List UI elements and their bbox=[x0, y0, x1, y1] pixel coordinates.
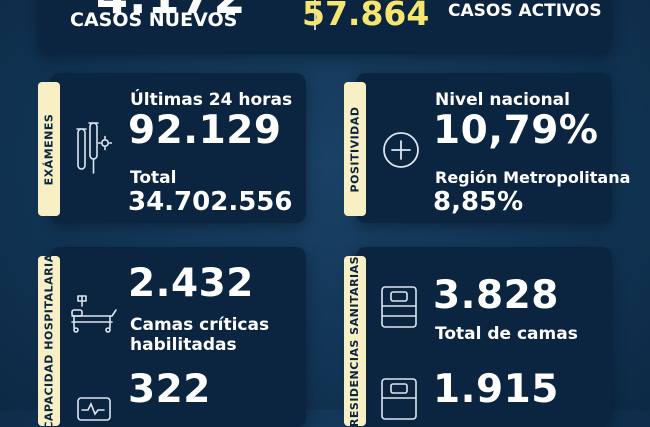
examenes-card bbox=[50, 73, 306, 223]
monitor-icon bbox=[77, 397, 111, 421]
residencias-tab-label: RESIDENCIAS SANITARIAS bbox=[348, 256, 362, 426]
examenes-tab-label: EXÁMENES bbox=[42, 113, 56, 185]
positividad-national-label: Nivel nacional bbox=[435, 90, 570, 110]
residencias-total-label: Total de camas bbox=[435, 324, 578, 344]
residencias-card bbox=[356, 247, 612, 427]
examenes-total-value: 34.702.556 bbox=[128, 187, 293, 217]
examenes-last24-value: 92.129 bbox=[128, 108, 282, 153]
test-tube-icon bbox=[76, 122, 112, 174]
hospitalaria-card bbox=[50, 247, 306, 427]
summary-divider bbox=[314, 0, 316, 30]
examenes-last24-label: Últimas 24 horas bbox=[130, 90, 293, 110]
summary-card: 4.172 CASOS NUEVOS 57.864 CASOS ACTIVOS bbox=[38, 0, 612, 54]
positividad-tab-label: POSITIVIDAD bbox=[348, 106, 362, 192]
hospital-bed-icon bbox=[71, 295, 117, 333]
bed-icon-2 bbox=[381, 378, 417, 420]
active-cases-value: 57.864 bbox=[302, 0, 430, 33]
hospitalaria-beds-label-2: habilitadas bbox=[130, 335, 237, 355]
plus-circle-icon bbox=[383, 132, 419, 168]
examenes-tab: EXÁMENES bbox=[38, 82, 60, 216]
positividad-region-value: 8,85% bbox=[433, 187, 524, 217]
bed-icon bbox=[381, 286, 417, 328]
positividad-national-value: 10,79% bbox=[433, 108, 599, 153]
new-cases-value: 4.172 bbox=[96, 0, 247, 24]
active-cases-label: CASOS ACTIVOS bbox=[448, 1, 602, 21]
residencias-tab: RESIDENCIAS SANITARIAS bbox=[344, 256, 366, 426]
positividad-card bbox=[356, 73, 612, 223]
examenes-total-label: Total bbox=[130, 168, 177, 188]
new-cases-label: CASOS NUEVOS bbox=[70, 9, 238, 31]
hospitalaria-beds-value: 2.432 bbox=[128, 261, 254, 306]
positividad-tab: POSITIVIDAD bbox=[344, 82, 366, 216]
hospitalaria-tab-label: CAPACIDAD HOSPITALARIA bbox=[42, 256, 56, 426]
residencias-total-value: 3.828 bbox=[433, 273, 559, 318]
residencias-second-value: 1.915 bbox=[433, 367, 559, 412]
hospitalaria-tab: CAPACIDAD HOSPITALARIA bbox=[38, 256, 60, 426]
hospitalaria-second-value: 322 bbox=[128, 367, 211, 412]
hospitalaria-beds-label-1: Camas críticas bbox=[130, 315, 270, 335]
positividad-region-label: Región Metropolitana bbox=[435, 168, 631, 187]
